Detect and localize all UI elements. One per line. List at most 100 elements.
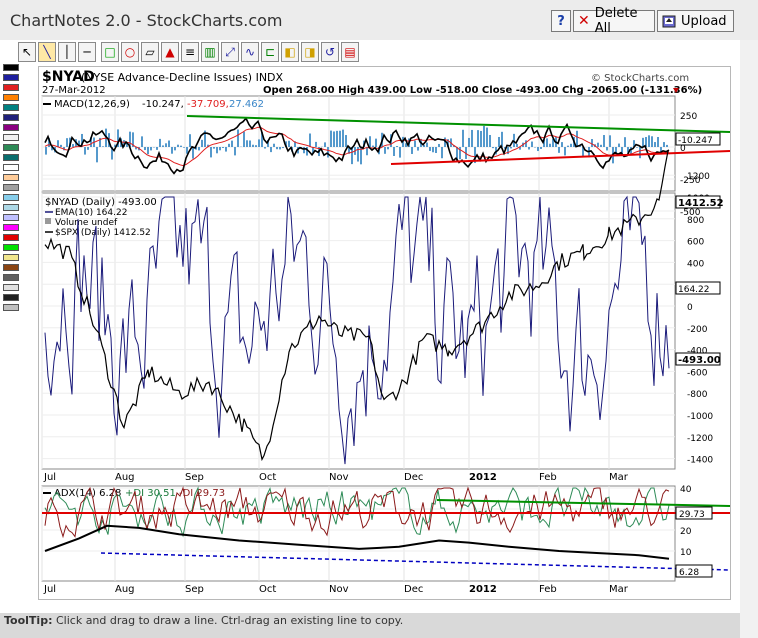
macd-histogram-bar xyxy=(627,147,629,153)
color-swatch[interactable] xyxy=(3,294,19,301)
vertical-line-tool[interactable]: │ xyxy=(58,42,76,62)
macd-histogram-bar xyxy=(444,137,446,147)
macd-histogram-bar xyxy=(129,131,131,147)
fib-retracement-icon: ≡ xyxy=(184,45,196,59)
macd-histogram-bar xyxy=(60,144,62,147)
fib-retracement-tool[interactable]: ≡ xyxy=(181,42,199,62)
month-label: Jul xyxy=(43,584,56,595)
move-right-tool[interactable]: ◨ xyxy=(301,42,319,62)
macd-histogram-bar xyxy=(558,147,560,153)
vertical-scrollbar[interactable] xyxy=(740,40,758,638)
color-swatch[interactable] xyxy=(3,284,19,291)
up-arrow-tool[interactable]: ▲ xyxy=(161,42,179,62)
color-swatch[interactable] xyxy=(3,74,19,81)
line-tool[interactable]: ╲ xyxy=(38,42,56,62)
price-tick-label: -200 xyxy=(687,325,708,335)
move-left-icon: ◧ xyxy=(284,45,296,59)
macd-histogram-bar xyxy=(243,131,245,147)
macd-histogram-bar xyxy=(345,135,347,147)
macd-histogram-bar xyxy=(141,136,143,147)
macd-histogram-bar xyxy=(432,147,434,153)
tooltip-label: ToolTip: xyxy=(4,614,53,627)
properties-icon: ▤ xyxy=(344,45,356,59)
macd-histogram-bar xyxy=(666,144,668,147)
macd-histogram-bar xyxy=(57,140,59,147)
value-box xyxy=(675,132,721,146)
color-swatch[interactable] xyxy=(3,254,19,261)
color-swatch[interactable] xyxy=(3,304,19,311)
callout-tool[interactable]: ▱ xyxy=(141,42,159,62)
fan-lines-tool[interactable]: ⤢ xyxy=(221,42,239,62)
color-swatch[interactable] xyxy=(3,234,19,241)
macd-histogram-bar xyxy=(591,139,593,147)
tooltip-text: Click and drag to draw a line. Ctrl-drag… xyxy=(55,614,404,627)
color-swatch[interactable] xyxy=(3,214,19,221)
macd-histogram-bar xyxy=(348,147,350,154)
macd-histogram-bar xyxy=(543,139,545,147)
undo-tool[interactable]: ↺ xyxy=(321,42,339,62)
macd-histogram-bar xyxy=(336,130,338,147)
color-swatch[interactable] xyxy=(3,124,19,131)
color-swatch[interactable] xyxy=(3,154,19,161)
macd-histogram-bar xyxy=(360,147,362,165)
wave-tool[interactable]: ∿ xyxy=(241,42,259,62)
macd-histogram-bar xyxy=(513,133,515,147)
month-label: Nov xyxy=(329,584,349,595)
macd-histogram-bar xyxy=(339,130,341,147)
move-left-tool[interactable]: ◧ xyxy=(281,42,299,62)
macd-last-value: -10.247 xyxy=(678,136,713,146)
chart-panel[interactable]: $NYAD (NYSE Advance-Decline Issues) INDX 2… xyxy=(38,66,731,600)
color-swatch[interactable] xyxy=(3,104,19,111)
color-swatch[interactable] xyxy=(3,94,19,101)
color-swatch[interactable] xyxy=(3,264,19,271)
upload-icon xyxy=(662,15,676,28)
macd-histogram-bar xyxy=(282,147,284,149)
volume-legend: Volume undef xyxy=(55,218,118,228)
horizontal-line-tool[interactable]: ─ xyxy=(78,42,96,62)
macd-histogram-bar xyxy=(99,137,101,147)
macd-histogram-bar xyxy=(486,127,488,147)
color-swatch[interactable] xyxy=(3,244,19,251)
color-swatch[interactable] xyxy=(3,164,19,171)
select-arrow-tool[interactable]: ↖ xyxy=(18,42,36,62)
macd-histogram-bar xyxy=(516,143,518,147)
month-label: Oct xyxy=(259,472,276,483)
color-swatch[interactable] xyxy=(3,274,19,281)
macd-histogram-bar xyxy=(273,143,275,147)
color-swatch[interactable] xyxy=(3,144,19,151)
color-swatch[interactable] xyxy=(3,84,19,91)
color-swatch[interactable] xyxy=(3,174,19,181)
help-label: ? xyxy=(557,13,565,29)
macd-histogram-bar xyxy=(648,135,650,147)
channel-tool[interactable]: ⊏ xyxy=(261,42,279,62)
color-swatch[interactable] xyxy=(3,194,19,201)
rectangle-tool[interactable]: □ xyxy=(101,42,119,62)
color-swatch[interactable] xyxy=(3,184,19,191)
color-swatch[interactable] xyxy=(3,224,19,231)
color-swatch[interactable] xyxy=(3,204,19,211)
price-tick-label: -1200 xyxy=(687,434,713,444)
undo-icon: ↺ xyxy=(324,45,336,59)
wave-icon: ∿ xyxy=(244,45,256,59)
delete-all-button[interactable]: ✕ Delete All xyxy=(573,6,655,36)
value-box xyxy=(675,564,713,578)
annotated-chart[interactable]: $NYAD(NYSE Advance-Decline Issues) INDX2… xyxy=(39,67,730,599)
minus-di-line xyxy=(44,486,670,539)
macd-histogram-bar xyxy=(618,143,620,147)
month-label: 2012 xyxy=(469,472,497,483)
help-button[interactable]: ? xyxy=(551,10,571,32)
color-swatch[interactable] xyxy=(3,114,19,121)
vertical-grid-tool[interactable]: ▥ xyxy=(201,42,219,62)
adx-tick-label: 20 xyxy=(680,527,692,537)
macd-histogram-bar xyxy=(540,147,542,149)
color-swatch[interactable] xyxy=(3,64,19,71)
nyad-line xyxy=(44,195,670,465)
macd-histogram-bar xyxy=(651,136,653,147)
vertical-grid-icon: ▥ xyxy=(204,45,216,59)
color-swatch[interactable] xyxy=(3,134,19,141)
macd-histogram-bar xyxy=(546,138,548,147)
upload-button[interactable]: Upload xyxy=(657,10,734,32)
properties-tool[interactable]: ▤ xyxy=(341,42,359,62)
macd-histogram-bar xyxy=(270,147,272,153)
circle-tool[interactable]: ○ xyxy=(121,42,139,62)
